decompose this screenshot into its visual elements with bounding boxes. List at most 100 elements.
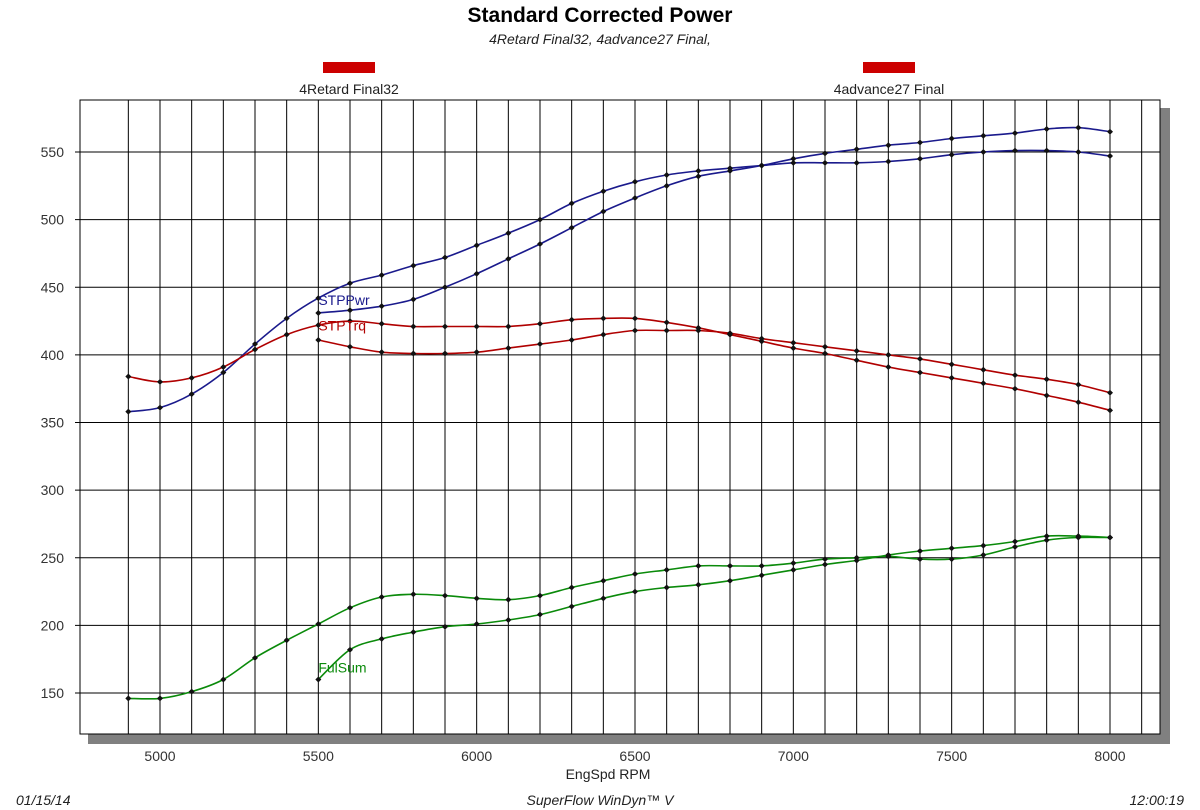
data-point [157,404,163,411]
data-point [347,280,353,287]
data-point [537,611,543,618]
data-point [790,155,797,162]
series-label-stptrq: STPTrq [318,318,366,334]
legend: 4Retard Final32 4advance27 Final [299,62,944,97]
data-point [188,391,195,398]
x-tick-label: 7000 [778,748,809,764]
data-point [505,596,512,603]
data-point [980,149,987,155]
data-point [378,303,385,310]
data-point [853,357,860,364]
data-point [252,654,258,661]
series-line [128,317,1111,412]
data-point [442,284,448,291]
data-point [410,296,417,303]
legend-label-retard: 4Retard Final32 [299,81,399,97]
data-point [948,374,955,381]
data-point [632,178,638,185]
data-point [822,556,828,563]
data-point [695,562,702,569]
series-fulsum-retard [125,534,1113,702]
data-point [980,132,987,139]
data-point [790,345,797,352]
data-point [948,135,955,142]
data-point [822,561,828,568]
data-point [505,345,512,352]
data-point [537,216,543,223]
data-point [663,327,670,334]
data-point [315,322,322,329]
data-point [315,621,322,628]
data-point [822,159,828,166]
data-point [283,637,290,644]
data-point [632,327,638,334]
data-point [727,330,733,337]
data-point [1012,543,1018,550]
series-label-stppwr: STPPwr [318,292,370,308]
series-label-fulsum: FulSum [318,660,366,676]
data-point [378,349,385,356]
data-point [410,350,417,357]
data-point [853,347,860,354]
data-point [315,336,322,343]
data-point [727,577,733,584]
data-point [853,159,860,166]
data-point [600,595,607,602]
data-point [885,142,892,149]
data-point [917,139,923,146]
data-point [1107,389,1113,396]
data-point [885,351,892,358]
series-fulsum-advance [315,533,1113,683]
data-point [632,588,638,595]
data-point [473,323,480,330]
data-point [125,408,132,415]
data-point [632,194,638,201]
data-point [125,373,132,380]
series-stptrq-retard [125,315,1113,414]
series-stppwr-retard [125,147,1113,415]
data-point [220,364,227,371]
legend-swatch-retard [323,62,375,73]
data-point [315,676,322,683]
data-point [157,378,163,385]
data-point [1043,376,1050,383]
footer-date: 01/15/14 [16,792,71,808]
x-tick-label: 7500 [936,748,967,764]
y-tick-label: 450 [41,279,65,295]
data-point [600,315,607,322]
data-point [568,603,575,610]
data-point [188,374,195,381]
data-point [917,556,923,563]
data-point [948,151,955,158]
data-point [822,343,828,350]
data-point [1075,399,1082,406]
y-tick-label: 200 [41,617,65,633]
data-point [632,315,638,322]
data-point [917,155,923,162]
data-point [568,200,575,207]
y-tick-label: 150 [41,685,65,701]
data-point [442,592,448,599]
data-point [315,309,322,316]
data-point [600,331,607,338]
data-point [758,562,765,569]
data-point [917,369,923,376]
data-point [948,556,955,563]
data-point [1043,537,1050,544]
data-point [252,346,258,353]
x-tick-label: 6000 [461,748,492,764]
data-point [980,380,987,387]
data-point [632,570,638,577]
chart-title: Standard Corrected Power [468,4,733,27]
x-tick-label: 6500 [619,748,650,764]
data-point [220,676,227,683]
data-point [790,566,797,573]
data-point [1043,126,1050,133]
data-point [758,162,765,169]
data-point [410,262,417,269]
axis-ticks: 150 200 250 300 350 400 450 500 550 5000 5500 6000 6… [41,144,1126,764]
data-point [1075,124,1082,131]
data-point [220,369,227,376]
data-point [410,629,417,636]
